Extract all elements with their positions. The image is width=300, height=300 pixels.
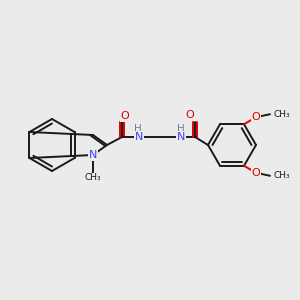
Text: N: N (135, 132, 143, 142)
Text: N: N (89, 150, 97, 160)
Text: N: N (177, 132, 185, 142)
Text: CH₃: CH₃ (85, 173, 101, 182)
Text: O: O (252, 112, 260, 122)
Text: H: H (134, 124, 142, 134)
Text: H: H (177, 124, 185, 134)
Text: CH₃: CH₃ (274, 110, 291, 119)
Text: O: O (252, 168, 260, 178)
Text: O: O (121, 111, 129, 121)
Text: CH₃: CH₃ (274, 171, 291, 180)
Text: O: O (186, 110, 194, 120)
